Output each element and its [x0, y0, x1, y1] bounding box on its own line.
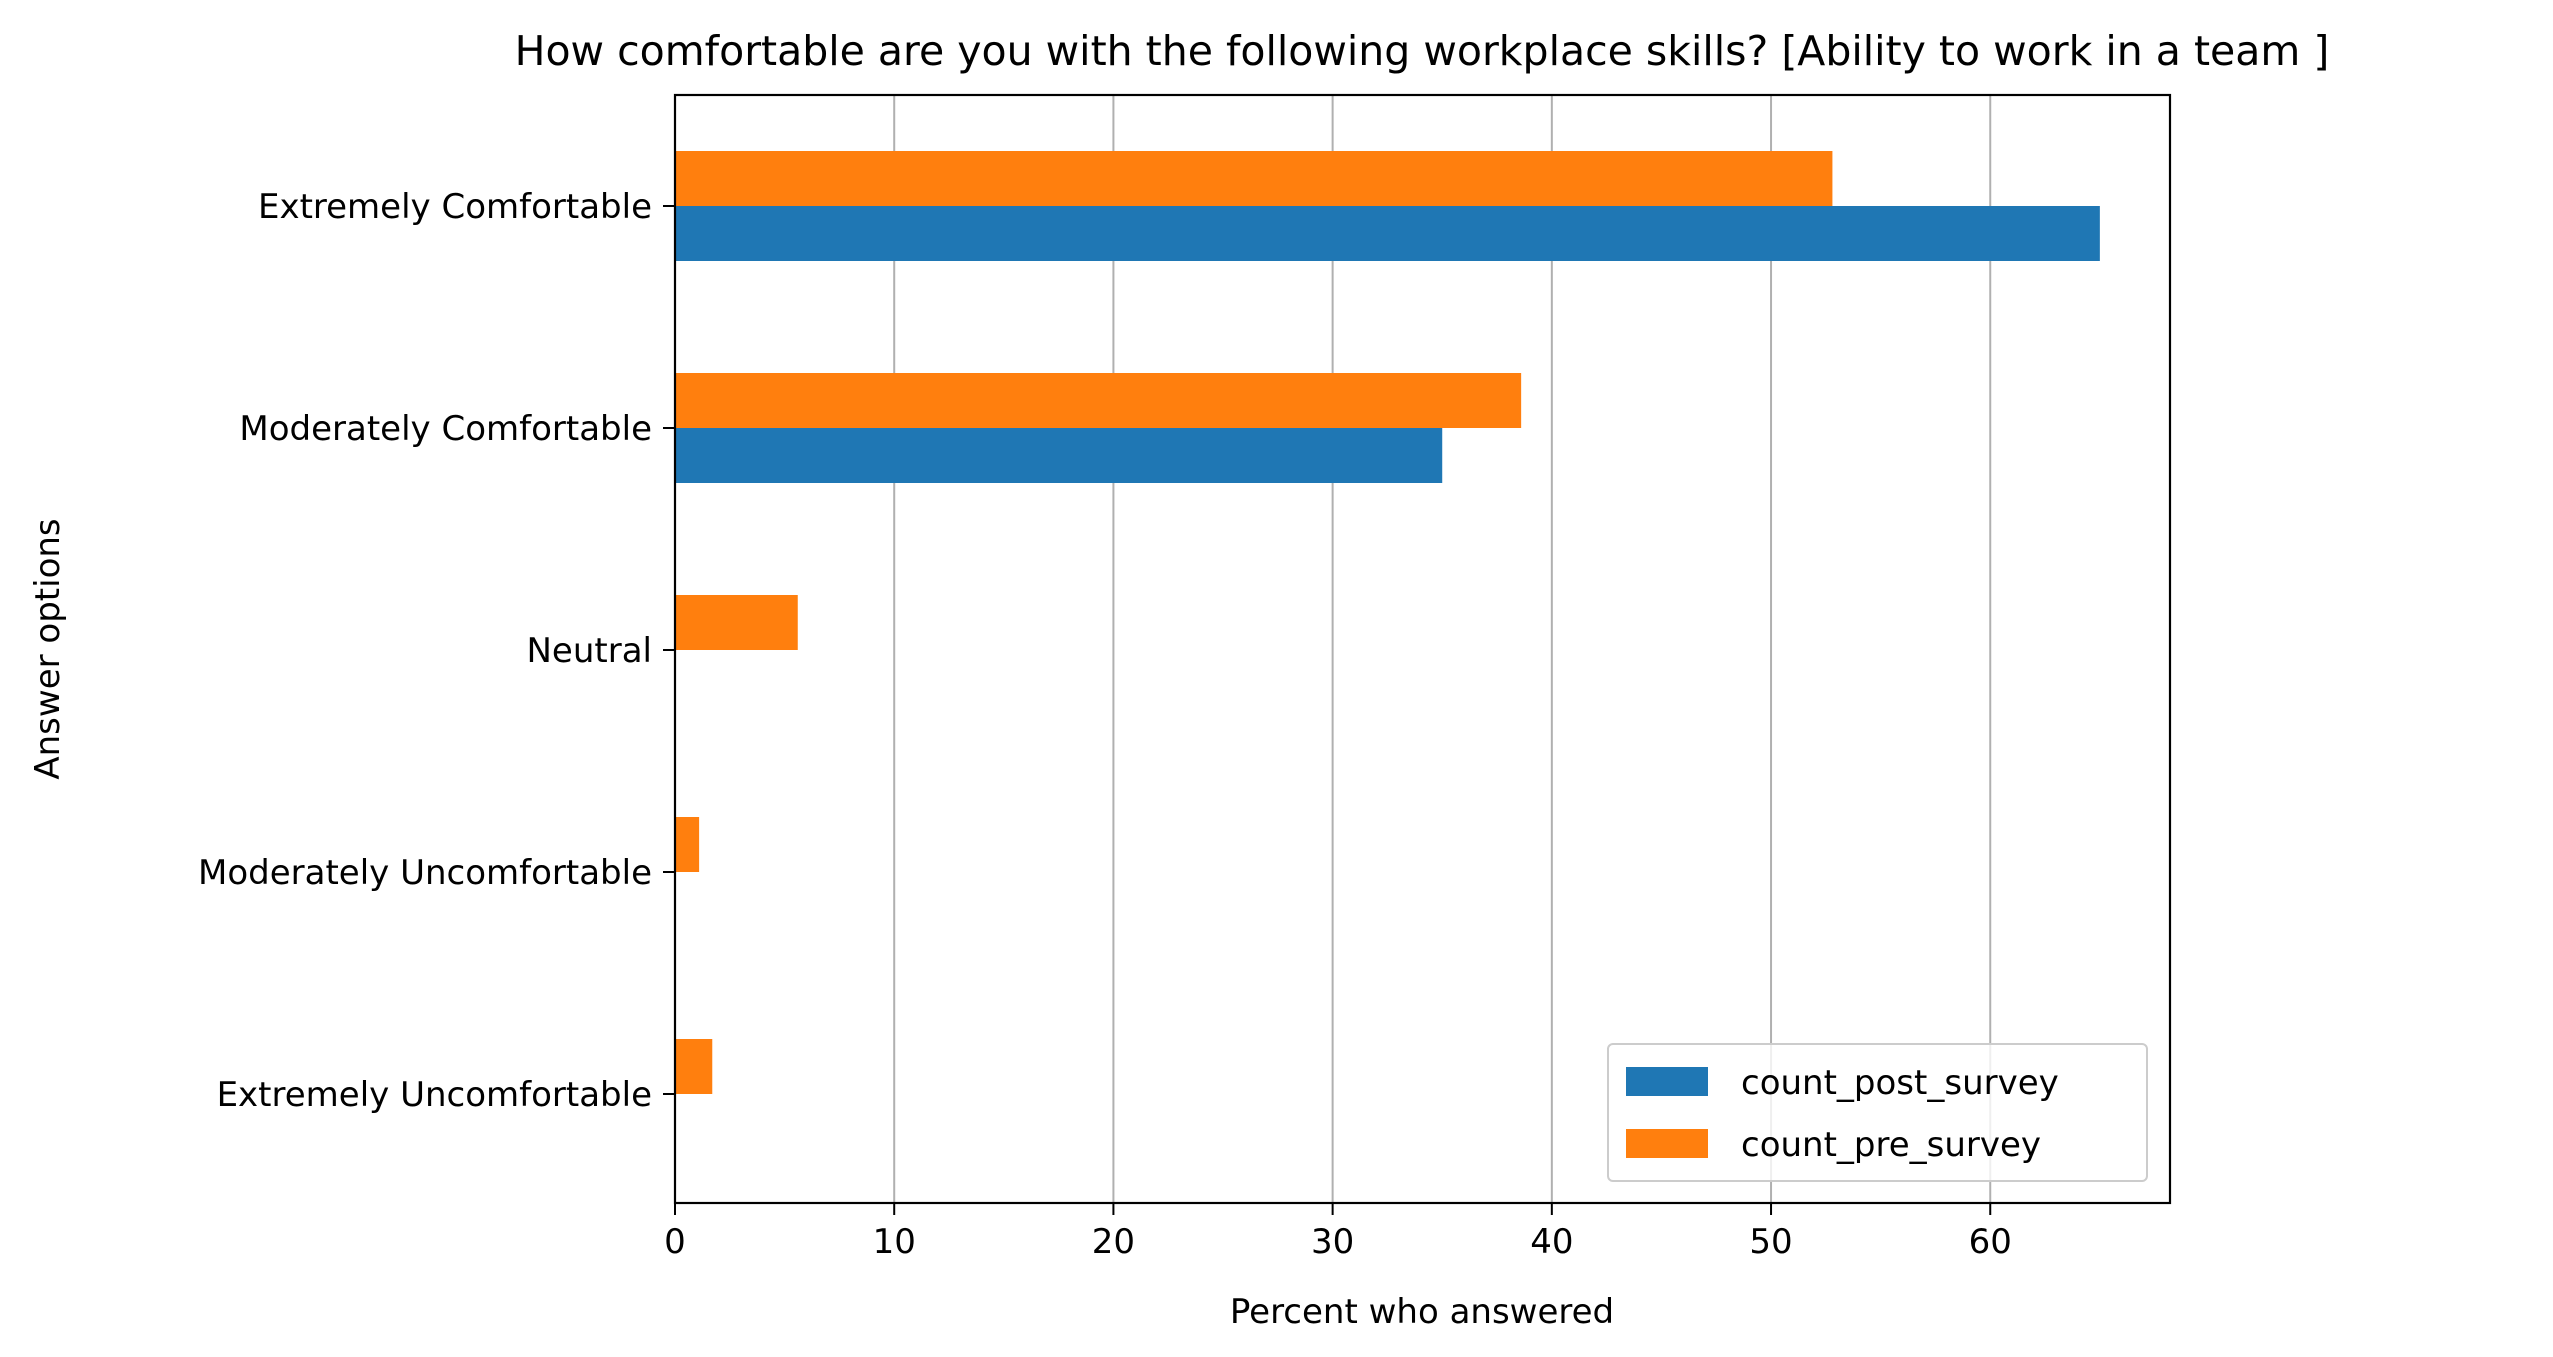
- x-tick-label-40: 40: [1530, 1222, 1573, 1262]
- bars: [675, 151, 2100, 1094]
- y-tick-label-1: Moderately Comfortable: [239, 409, 652, 449]
- chart-title: How comfortable are you with the followi…: [515, 27, 2330, 75]
- x-tick-label-30: 30: [1311, 1222, 1354, 1262]
- bar-count_pre_survey-1: [675, 373, 1522, 428]
- x-axis-ticks: 0 10 20 30 40 50 60: [664, 1203, 2012, 1262]
- legend-label-post-survey: count_post_survey: [1741, 1063, 2059, 1103]
- y-tick-label-3: Moderately Uncomfortable: [198, 853, 652, 893]
- bar-count_pre_survey-4: [675, 1039, 713, 1094]
- bar-count_post_survey-1: [675, 428, 1443, 483]
- legend-swatch-post-survey: [1626, 1067, 1708, 1096]
- y-axis-title: Answer options: [28, 518, 68, 779]
- x-tick-label-10: 10: [873, 1222, 916, 1262]
- y-tick-label-4: Extremely Uncomfortable: [217, 1075, 652, 1115]
- x-tick-label-60: 60: [1969, 1222, 2012, 1262]
- legend: count_post_survey count_pre_survey: [1607, 1043, 2148, 1182]
- x-tick-label-20: 20: [1092, 1222, 1135, 1262]
- bar-count_pre_survey-2: [675, 595, 798, 650]
- x-axis-title: Percent who answered: [1230, 1292, 1614, 1332]
- legend-label-pre-survey: count_pre_survey: [1741, 1125, 2041, 1165]
- bar-count_post_survey-0: [675, 206, 2100, 261]
- x-tick-label-0: 0: [664, 1222, 686, 1262]
- y-tick-label-0: Extremely Comfortable: [258, 187, 652, 227]
- y-axis-ticks: Extremely Comfortable Moderately Comforta…: [198, 187, 675, 1115]
- bar-count_pre_survey-3: [675, 817, 700, 872]
- legend-swatch-pre-survey: [1626, 1129, 1708, 1158]
- bar-count_pre_survey-0: [675, 151, 1833, 206]
- legend-box: [1607, 1043, 2148, 1182]
- y-tick-label-2: Neutral: [527, 631, 653, 671]
- x-tick-label-50: 50: [1749, 1222, 1792, 1262]
